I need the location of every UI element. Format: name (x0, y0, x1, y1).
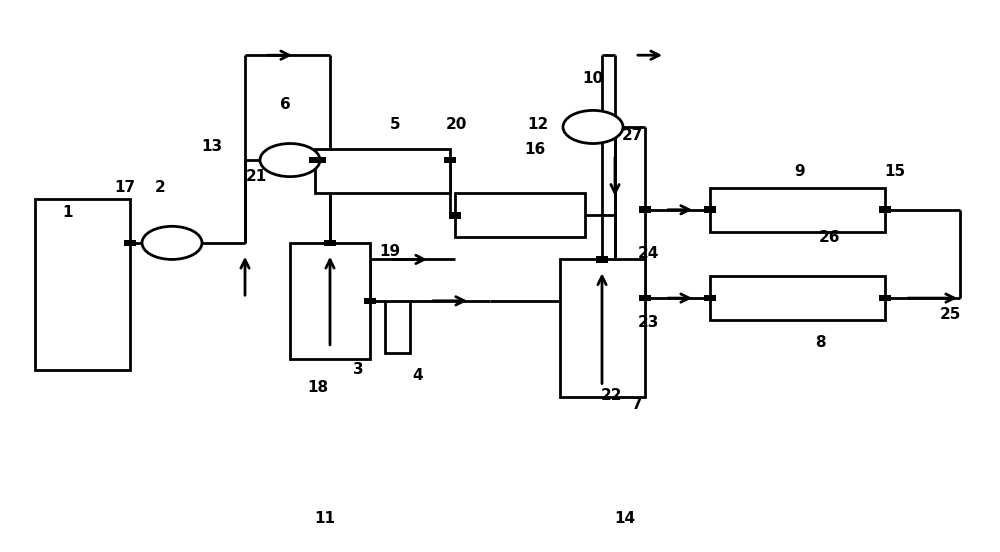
Text: 22: 22 (601, 388, 623, 404)
Bar (449, 212, 461, 219)
Bar (385, 301, 410, 353)
Text: 18: 18 (307, 380, 329, 395)
Bar (704, 295, 716, 301)
Bar (315, 149, 450, 193)
Bar (560, 259, 645, 397)
Text: 23: 23 (637, 315, 659, 331)
Text: 20: 20 (445, 116, 467, 132)
Text: 27: 27 (621, 128, 643, 143)
Text: 17: 17 (114, 180, 136, 195)
Text: 5: 5 (390, 116, 400, 132)
Bar (596, 256, 608, 263)
Bar (710, 276, 885, 320)
Bar (639, 206, 651, 213)
Text: 13: 13 (201, 139, 223, 154)
Bar (364, 298, 376, 304)
Bar (309, 157, 321, 163)
Bar (444, 157, 456, 163)
Bar (455, 193, 585, 237)
Text: 12: 12 (527, 116, 549, 132)
Text: 21: 21 (245, 169, 267, 184)
Bar (704, 206, 716, 213)
Bar (879, 295, 891, 301)
Text: 2: 2 (155, 180, 165, 195)
Text: 9: 9 (795, 163, 805, 179)
Bar (290, 243, 370, 359)
Text: 7: 7 (632, 396, 642, 412)
Bar (124, 240, 136, 246)
Bar (314, 157, 326, 163)
Text: 3: 3 (353, 362, 363, 378)
Bar (879, 206, 891, 213)
Text: 1: 1 (63, 205, 73, 220)
Text: 8: 8 (815, 335, 825, 350)
Circle shape (260, 144, 320, 177)
Text: 15: 15 (884, 163, 906, 179)
Text: 26: 26 (819, 230, 841, 245)
Circle shape (563, 110, 623, 144)
Text: 14: 14 (614, 511, 636, 527)
Bar (324, 240, 336, 246)
Text: 24: 24 (637, 246, 659, 262)
Text: 6: 6 (280, 97, 290, 113)
Text: 25: 25 (939, 307, 961, 322)
Text: 16: 16 (524, 141, 546, 157)
Text: 11: 11 (314, 511, 336, 527)
Bar (710, 188, 885, 232)
Circle shape (142, 226, 202, 259)
Bar (35, 199, 130, 370)
Text: 10: 10 (582, 71, 604, 86)
Bar (639, 295, 651, 301)
Text: 4: 4 (413, 368, 423, 383)
Text: 19: 19 (379, 243, 401, 259)
